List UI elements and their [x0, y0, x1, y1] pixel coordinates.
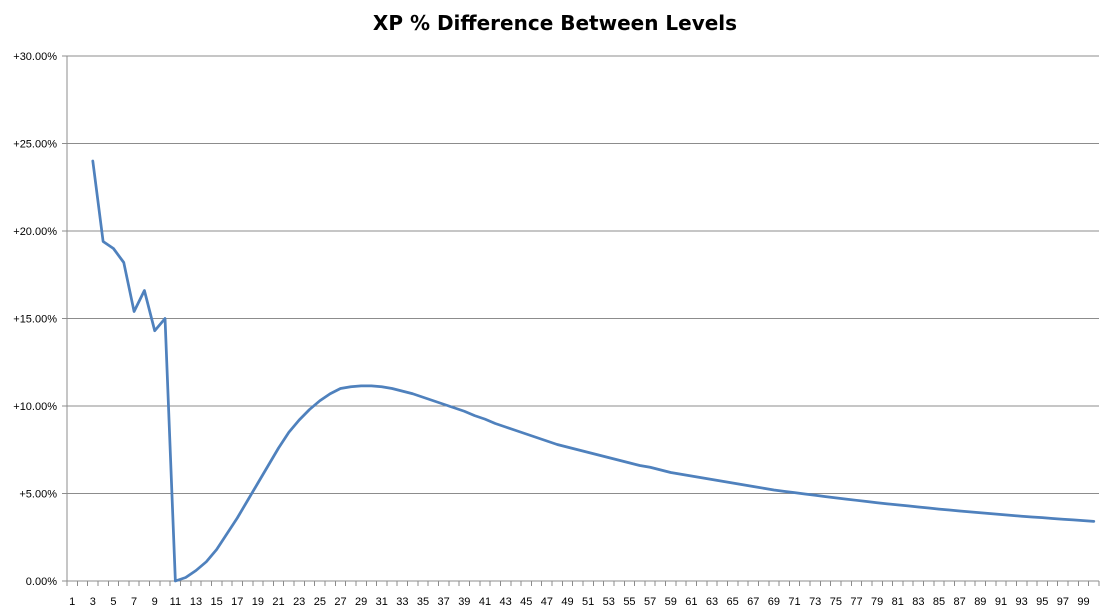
x-tick-label: 3: [90, 596, 96, 608]
x-tick-label: 79: [871, 596, 883, 608]
chart-title: XP % Difference Between Levels: [372, 11, 738, 35]
x-tick-label: 99: [1077, 596, 1089, 608]
x-tick-label: 81: [892, 596, 904, 608]
x-tick-label: 33: [396, 596, 408, 608]
x-tick-label: 29: [355, 596, 367, 608]
x-tick-label: 21: [272, 596, 284, 608]
x-tick-label: 27: [334, 596, 346, 608]
x-tick-label: 67: [747, 596, 759, 608]
x-tick-label: 43: [499, 596, 511, 608]
x-tick-label: 17: [231, 596, 243, 608]
x-tick-label: 45: [520, 596, 532, 608]
series: [91, 159, 1096, 583]
x-tick-label: 31: [376, 596, 388, 608]
x-tick-label: 95: [1036, 596, 1048, 608]
y-tick-label: +30.00%: [13, 51, 57, 63]
x-tick-label: 77: [850, 596, 862, 608]
x-tick-label: 63: [706, 596, 718, 608]
x-tick-label: 47: [541, 596, 553, 608]
x-tick-label: 87: [954, 596, 966, 608]
x-tick-label: 15: [211, 596, 223, 608]
x-tick-labels: 1 3 5 7 9 11 13 15 17 19 21 23 25 27 29 31 33 35 37 39 41 43 4…: [69, 596, 1090, 608]
x-tick-label: 61: [685, 596, 697, 608]
x-tick-label: 7: [131, 596, 137, 608]
x-tick-label: 39: [458, 596, 470, 608]
x-tick-label: 69: [768, 596, 780, 608]
x-tick-label: 23: [293, 596, 305, 608]
x-tick-label: 91: [995, 596, 1007, 608]
x-tick-label: 57: [644, 596, 656, 608]
x-tick-label: 5: [110, 596, 116, 608]
axes: [62, 55, 1100, 586]
x-tick-label: 49: [561, 596, 573, 608]
x-tick-label: 85: [933, 596, 945, 608]
y-tick-labels: 0.00% +5.00% +10.00% +15.00% +20.00% +25.00% +…: [13, 51, 57, 588]
x-tick-label: 19: [252, 596, 264, 608]
x-tick-label: 53: [603, 596, 615, 608]
x-tick-label: 25: [314, 596, 326, 608]
series-line: [91, 159, 1096, 583]
x-tick-label: 1: [69, 596, 75, 608]
x-tick-label: 37: [438, 596, 450, 608]
x-tick-label: 83: [912, 596, 924, 608]
x-tick-label: 89: [974, 596, 986, 608]
y-tick-label: +20.00%: [13, 226, 57, 238]
x-tick-label: 9: [152, 596, 158, 608]
gridlines: [67, 55, 1099, 494]
x-tick-label: 55: [623, 596, 635, 608]
x-tick-label: 11: [170, 596, 181, 608]
x-tick-label: 41: [479, 596, 491, 608]
y-tick-label: +25.00%: [13, 139, 57, 151]
x-tick-label: 65: [727, 596, 739, 608]
x-tick-label: 73: [809, 596, 821, 608]
x-tick-label: 97: [1057, 596, 1069, 608]
y-tick-label: +15.00%: [13, 314, 57, 326]
x-tick-label: 71: [788, 596, 800, 608]
x-tick-label: 75: [830, 596, 842, 608]
x-tick-label: 13: [190, 596, 202, 608]
x-tick-label: 93: [1015, 596, 1027, 608]
x-tick-label: 35: [417, 596, 429, 608]
y-tick-label: +10.00%: [13, 401, 57, 413]
y-tick-label: 0.00%: [26, 576, 57, 588]
x-tick-label: 59: [665, 596, 677, 608]
x-tick-label: 51: [582, 596, 594, 608]
y-tick-label: +5.00%: [19, 489, 57, 501]
